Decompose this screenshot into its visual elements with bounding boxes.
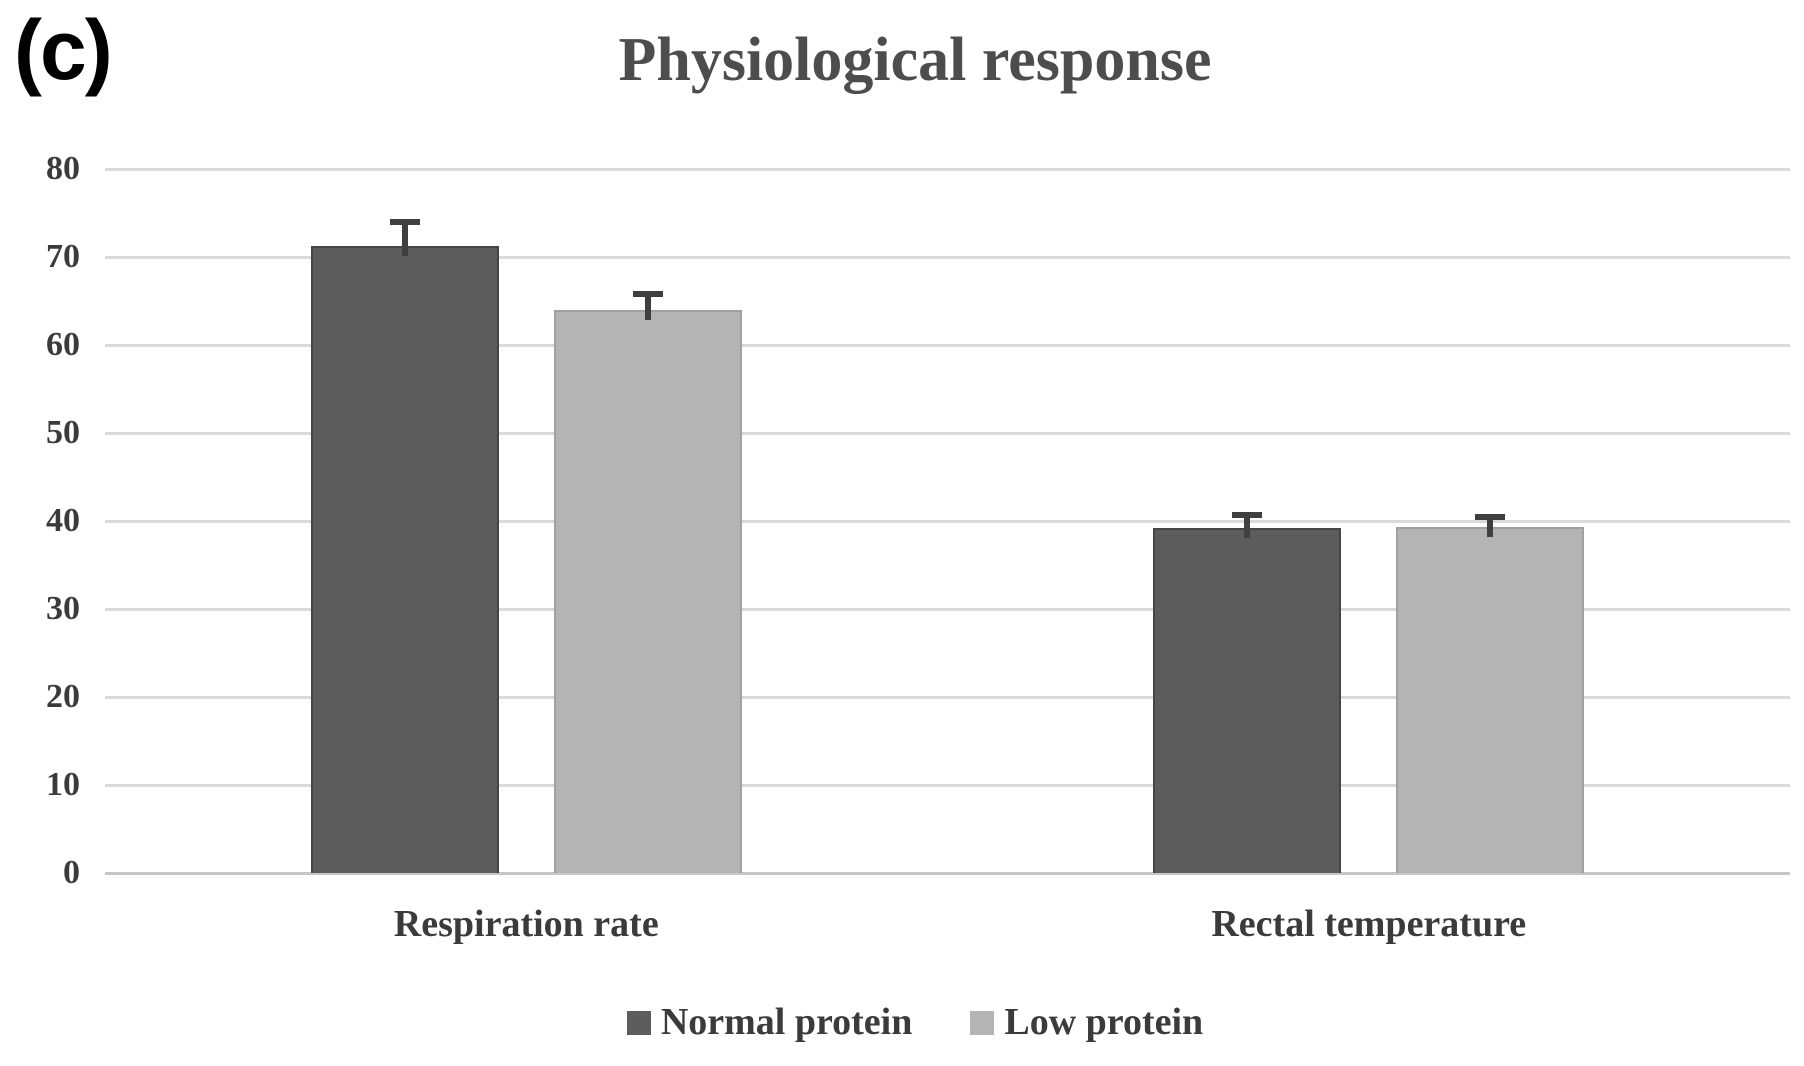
gridline-40 [105,519,1790,523]
legend-swatch-low-protein [970,1010,995,1035]
y-tick-label-40: 40 [46,502,80,539]
error-bar-stem-normal-protein-rectal-temperature [1244,514,1251,539]
bar-normal-protein-rectal-temperature [1153,528,1342,873]
legend-swatch-normal-protein [626,1010,651,1035]
error-bar-stem-normal-protein-respiration-rate [401,221,408,256]
error-bar-cap-normal-protein-rectal-temperature [1232,511,1263,518]
legend: Normal protein Low protein [13,1001,1804,1044]
legend-label-normal-protein: Normal protein [660,1001,913,1043]
bar-low-protein-respiration-rate [553,309,742,873]
legend-item-normal-protein: Normal protein [626,1001,913,1044]
legend-label-low-protein: Low protein [1004,1001,1204,1043]
error-bar-stem-low-protein-respiration-rate [644,293,651,320]
bar-normal-protein-respiration-rate [310,245,499,873]
y-tick-label-80: 80 [46,150,80,187]
gridline-60 [105,343,1790,347]
x-category-label-respiration-rate: Respiration rate [393,903,659,945]
y-tick-label-70: 70 [46,238,80,275]
gridline-80 [105,167,1790,171]
plot-area [105,167,1790,875]
bar-low-protein-rectal-temperature [1396,527,1585,873]
gridline-50 [105,431,1790,435]
error-bar-cap-low-protein-rectal-temperature [1475,513,1506,520]
error-bar-stem-low-protein-rectal-temperature [1487,516,1494,538]
legend-item-low-protein: Low protein [970,1001,1204,1044]
error-bar-cap-low-protein-respiration-rate [632,290,663,297]
gridline-20 [105,695,1790,699]
y-tick-label-0: 0 [63,854,80,891]
y-tick-label-60: 60 [46,326,80,363]
gridline-70 [105,255,1790,259]
y-tick-label-20: 20 [46,678,80,715]
gridline-30 [105,607,1790,611]
y-tick-label-30: 30 [46,590,80,627]
x-category-label-rectal-temperature: Rectal temperature [1211,903,1527,945]
gridline-10 [105,783,1790,787]
error-bar-cap-normal-protein-respiration-rate [389,218,420,225]
panel-label: (c) [14,3,113,97]
x-axis-line [105,871,1790,875]
chart-title: Physiological response [618,26,1212,94]
y-tick-label-10: 10 [46,766,80,803]
y-tick-label-50: 50 [46,414,80,451]
